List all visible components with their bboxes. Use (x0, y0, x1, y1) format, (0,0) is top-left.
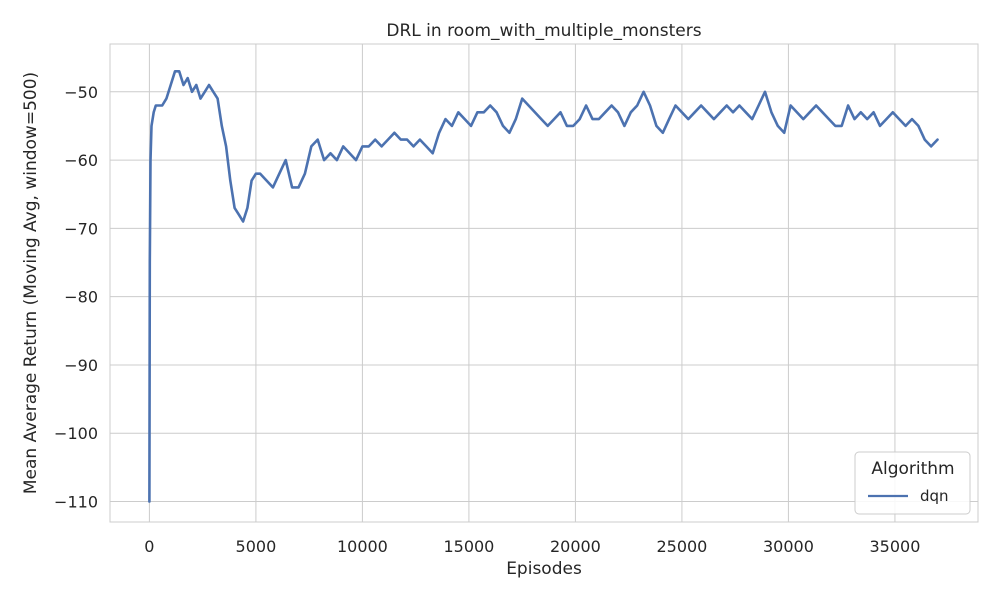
series-line-dqn (148, 70, 939, 503)
x-tick-label: 10000 (337, 537, 388, 556)
x-tick-label: 35000 (869, 537, 920, 556)
x-tick-label: 30000 (763, 537, 814, 556)
x-axis-label: Episodes (506, 559, 582, 579)
y-axis-label: Mean Average Return (Moving Avg, window=… (21, 72, 41, 494)
y-tick-label: −80 (64, 288, 98, 307)
legend-box (854, 451, 971, 515)
legend: Algorithm dqn (854, 451, 971, 515)
y-tick-label: −90 (64, 356, 98, 375)
x-tick-label: 20000 (550, 537, 601, 556)
legend-entry-dqn: dqn (920, 487, 949, 505)
legend-title: Algorithm (871, 459, 954, 479)
y-tick-label: −50 (64, 83, 98, 102)
x-tick-labels: 0 5000 10000 15000 20000 25000 30000 35000 (144, 537, 920, 556)
x-tick-label: 15000 (443, 537, 494, 556)
y-tick-labels: −50 −60 −70 −80 −90 −100 −110 (54, 83, 98, 512)
plot-background (110, 44, 978, 522)
chart-title: DRL in room_with_multiple_monsters (386, 21, 701, 41)
x-tick-label: 5000 (236, 537, 277, 556)
series-layer (148, 70, 939, 503)
x-tick-label: 0 (144, 537, 154, 556)
y-gridlines (110, 91, 978, 503)
y-tick-label: −110 (54, 493, 98, 512)
x-tick-label: 25000 (656, 537, 707, 556)
y-tick-label: −60 (64, 151, 98, 170)
plot-frame (109, 43, 979, 523)
y-tick-label: −100 (54, 424, 98, 443)
y-tick-label: −70 (64, 219, 98, 238)
